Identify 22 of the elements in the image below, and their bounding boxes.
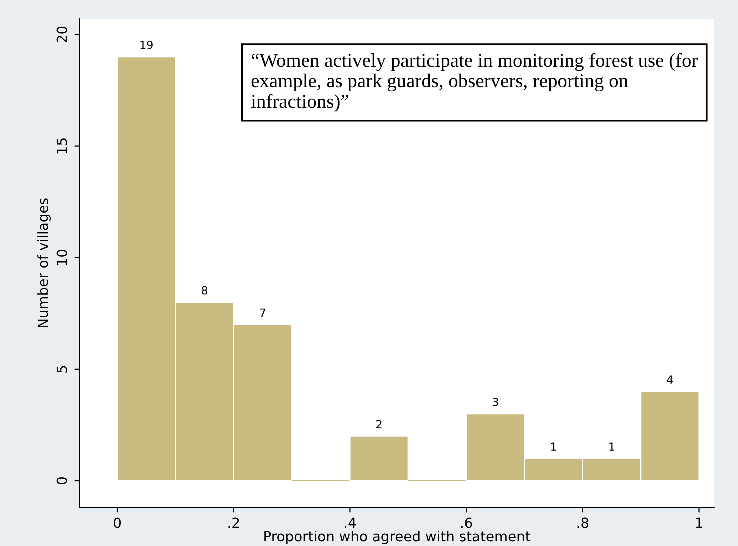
- x-tick-label: .4: [345, 518, 356, 528]
- y-tick-label: 20: [56, 26, 68, 43]
- x-tick-label: 1: [696, 518, 702, 528]
- data-label: 19: [140, 40, 153, 50]
- data-label: 1: [552, 442, 556, 451]
- x-tick-label: .2: [228, 518, 240, 528]
- y-tick-label: 0: [56, 478, 68, 485]
- data-label: 4: [667, 376, 674, 384]
- x-axis-title: Proportion who agreed with statement: [264, 530, 530, 544]
- data-label: 8: [202, 286, 208, 295]
- data-label: 2: [376, 420, 382, 429]
- y-axis-title: Number of villages: [38, 198, 51, 328]
- data-label: 7: [260, 308, 266, 317]
- y-tick-label: 10: [56, 250, 68, 266]
- x-tick-label: 0: [114, 518, 122, 528]
- y-tick-label: 15: [56, 138, 68, 154]
- annotation: “Women actively participate in monitoring forest use (for example, as park guards, observers, reporting on infractions)”: [251, 53, 698, 112]
- data-label: 1: [610, 442, 615, 451]
- data-label: 3: [492, 398, 498, 406]
- x-tick-label: .8: [578, 518, 589, 528]
- y-tick-label: 5: [56, 366, 68, 373]
- x-tick-label: .6: [461, 518, 472, 528]
